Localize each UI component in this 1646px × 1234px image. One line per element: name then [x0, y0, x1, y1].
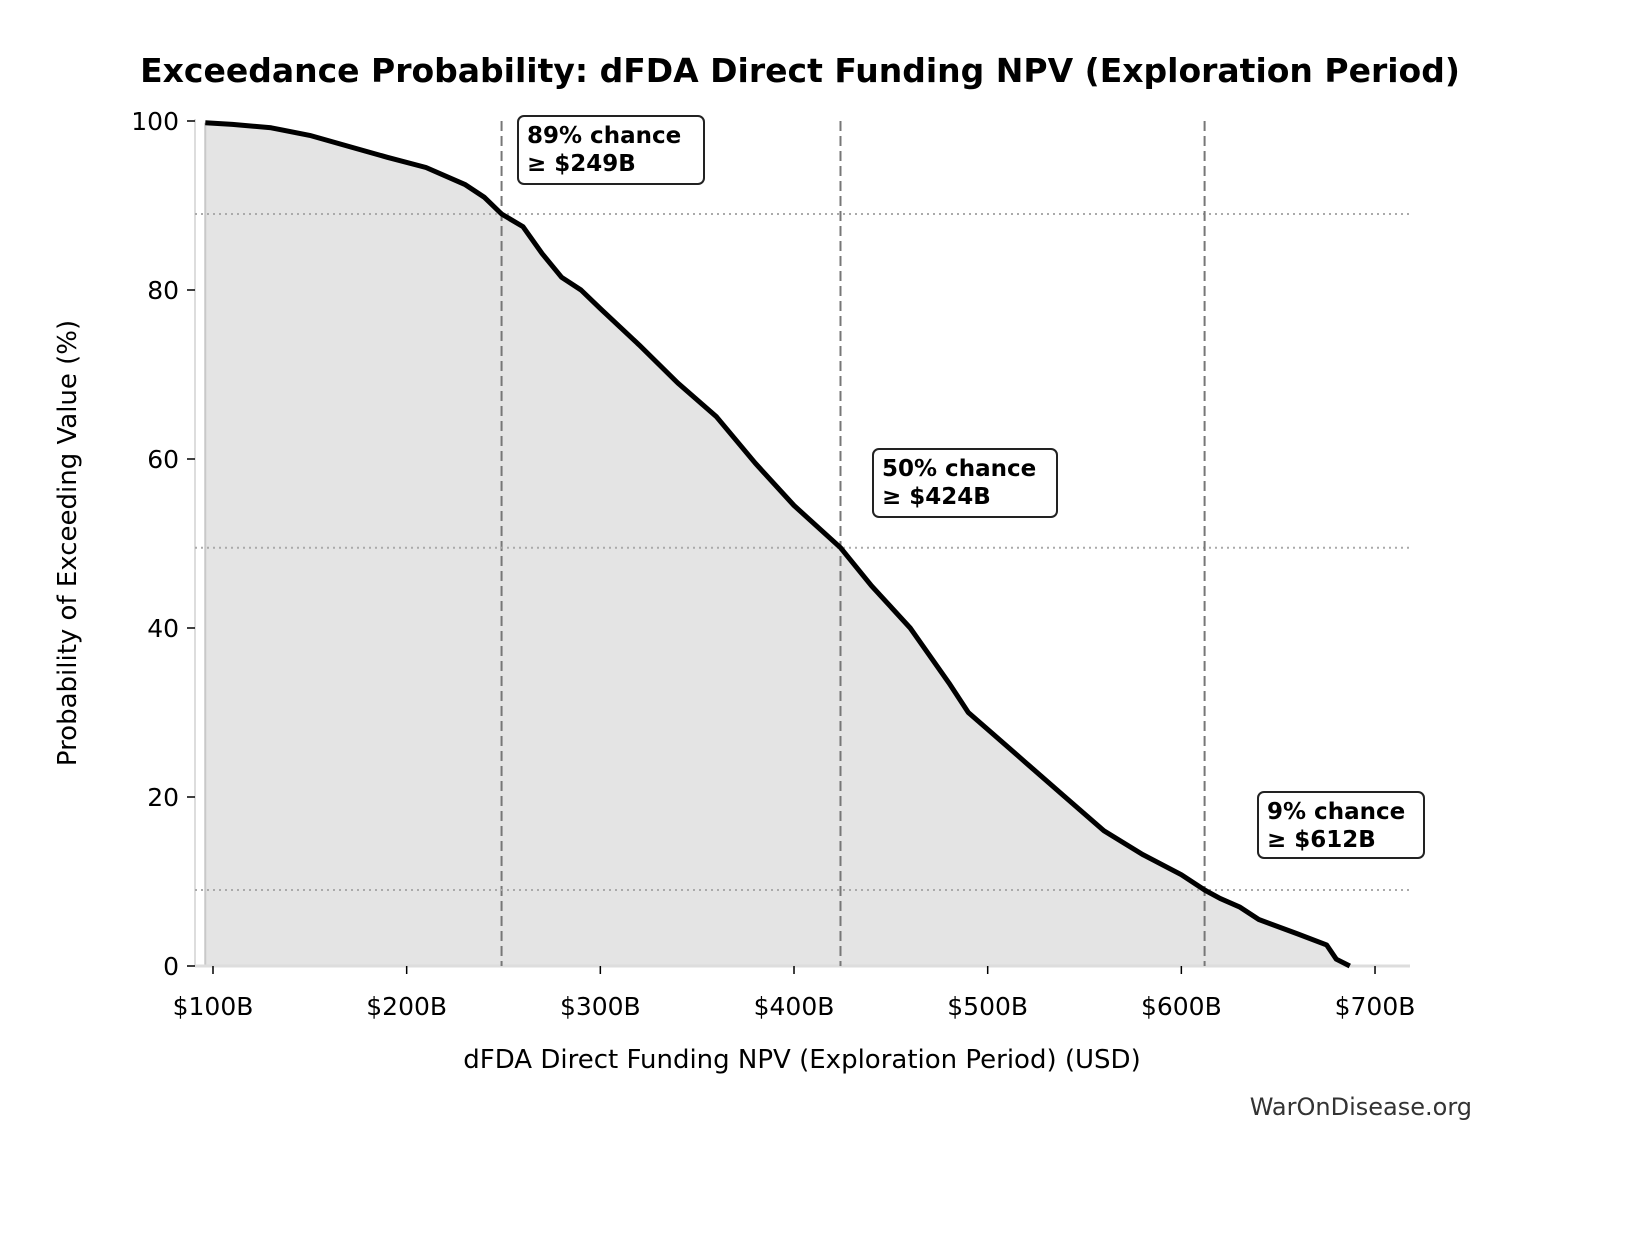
y-tick-label: 0	[163, 952, 179, 981]
annotation-box	[517, 115, 705, 185]
x-tick-label: $200B	[366, 992, 447, 1021]
annotation-label-line1: 9% chance	[1267, 799, 1405, 825]
exceedance-curve	[205, 120, 1351, 969]
annotation-box	[1257, 791, 1425, 859]
x-tick-label: $300B	[560, 992, 641, 1021]
exceedance-fill	[205, 122, 1350, 966]
x-tick-label: $500B	[947, 992, 1028, 1021]
annotation-label-line2: ≥ $249B	[527, 151, 636, 177]
y-axis-label: Probability of Exceeding Value (%)	[53, 320, 83, 766]
annotation-label-line1: 50% chance	[882, 456, 1036, 482]
watermark: WarOnDisease.org	[1250, 1093, 1472, 1121]
x-tick-label: $600B	[1141, 992, 1222, 1021]
x-tick-label: $100B	[173, 992, 254, 1021]
x-tick-label: $700B	[1335, 992, 1416, 1021]
plot-area: 89% chance≥ $249B 50% chance≥ $424B 9% cha…	[131, 107, 1425, 1021]
y-tick-label: 100	[131, 107, 179, 136]
annotation-label-line2: ≥ $424B	[882, 484, 991, 510]
y-tick-label: 40	[147, 614, 179, 643]
x-axis-label: dFDA Direct Funding NPV (Exploration Per…	[463, 1045, 1140, 1075]
y-tick-label: 60	[147, 445, 179, 474]
annotation-label-line2: ≥ $612B	[1267, 827, 1376, 853]
annotation-box	[872, 448, 1058, 518]
chart-title: Exceedance Probability: dFDA Direct Fund…	[140, 51, 1460, 90]
y-tick-label: 80	[147, 276, 179, 305]
x-tick-label: $400B	[754, 992, 835, 1021]
annotation-label-line1: 89% chance	[527, 123, 681, 149]
y-tick-label: 20	[147, 783, 179, 812]
